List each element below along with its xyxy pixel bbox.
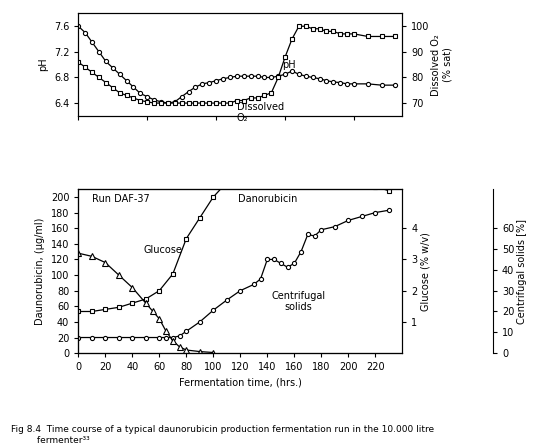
Text: Glucose: Glucose [143,245,182,255]
Y-axis label: Daunorubicin, (μg/ml): Daunorubicin, (μg/ml) [35,217,45,325]
Text: Danorubicin: Danorubicin [238,194,297,204]
Y-axis label: Dissolved O₂
(% sat): Dissolved O₂ (% sat) [431,34,453,96]
Text: Dissolved
O₂: Dissolved O₂ [237,102,284,123]
Text: Centrifugal
solids: Centrifugal solids [271,291,326,312]
X-axis label: Fermentation time, (hrs.): Fermentation time, (hrs.) [179,378,302,388]
Y-axis label: Centrifugal solids [%]: Centrifugal solids [%] [517,219,527,324]
Y-axis label: Glucose (% w/v): Glucose (% w/v) [420,232,430,311]
Text: Fig 8.4  Time course of a typical daunorubicin production fermentation run in th: Fig 8.4 Time course of a typical daunoru… [11,426,434,445]
Y-axis label: pH: pH [38,58,48,72]
Text: pH: pH [282,60,296,70]
Text: Run DAF-37: Run DAF-37 [92,194,150,204]
